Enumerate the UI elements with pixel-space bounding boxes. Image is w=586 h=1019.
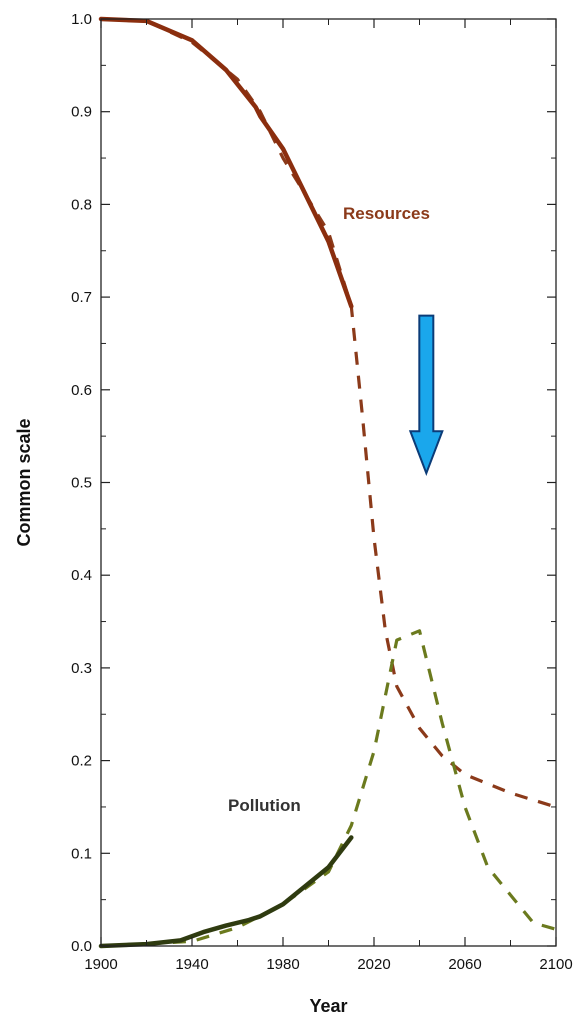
x-tick-label: 1980 (266, 956, 299, 973)
y-tick-label: 0.9 (71, 104, 92, 121)
tick-layer (100, 18, 557, 947)
y-tick-label: 0.6 (71, 382, 92, 399)
x-tick-label: 2100 (539, 956, 572, 973)
pollution-modelled-line (100, 629, 557, 948)
plot-frame (100, 18, 557, 947)
label-layer: 0.0 0.1 0.2 0.3 0.4 0.5 0.6 0.7 0.8 0.9 1.0 1900 194… (71, 11, 573, 973)
y-tick-label: 0.3 (71, 660, 92, 677)
y-tick-label: 1.0 (71, 11, 92, 28)
y-tick-label: 0.8 (71, 196, 92, 213)
annotation-layer (408, 314, 444, 477)
y-tick-label: 0.0 (71, 938, 92, 955)
y-tick-label: 0.5 (71, 475, 92, 492)
resources-observed-line (98, 16, 354, 309)
x-tick-label: 2020 (357, 956, 390, 973)
pollution-observed-line (98, 835, 354, 949)
y-tick-label: 0.1 (71, 845, 92, 862)
pollution-series-label: Pollution (228, 796, 301, 815)
resources-series-label: Resources (343, 204, 430, 223)
y-tick-label: 0.4 (71, 567, 92, 584)
x-tick-label: 2060 (448, 956, 481, 973)
x-tick-label: 1940 (175, 956, 208, 973)
y-tick-label: 0.7 (71, 289, 92, 306)
down-arrow-icon (408, 314, 444, 477)
x-axis-title: Year (309, 996, 347, 1016)
y-tick-label: 0.2 (71, 753, 92, 770)
resources-modelled-line (100, 17, 557, 809)
series-layer (98, 16, 557, 949)
x-tick-label: 1900 (84, 956, 117, 973)
y-axis-title: Common scale (14, 418, 34, 546)
